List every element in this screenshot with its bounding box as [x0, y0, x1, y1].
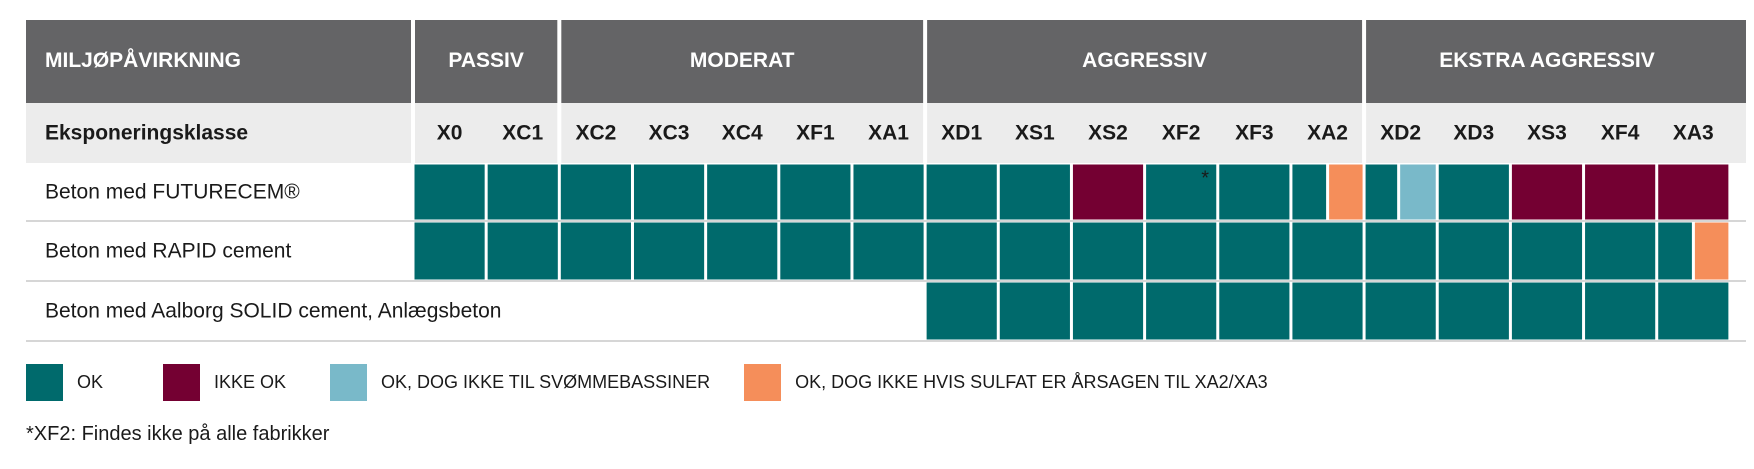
class-tick-label: XA2 — [1307, 122, 1348, 145]
cell-mark — [853, 164, 924, 220]
cell-mark — [999, 222, 1070, 280]
cell-mark — [853, 222, 924, 280]
class-tick-label: X0 — [437, 122, 463, 145]
cell-mark — [1438, 164, 1509, 220]
header-band — [26, 20, 1746, 103]
cell-mark — [560, 164, 631, 220]
legend-swatch-ikke-ok — [163, 364, 201, 401]
row-label: Beton med RAPID cement — [45, 240, 291, 263]
cell-mark — [1072, 282, 1144, 340]
legend-swatch-sulfat — [744, 364, 782, 401]
class-tick-label: XD3 — [1453, 122, 1494, 145]
cell-mark — [633, 222, 705, 280]
header-label: MILJØPÅVIRKNING — [45, 48, 241, 72]
cell-mark — [414, 164, 485, 220]
legend-item-ikke-ok: IKKE OK — [163, 364, 286, 401]
class-tick-label: XC1 — [502, 122, 543, 145]
cell-mark — [1511, 222, 1583, 280]
cell-mark — [1072, 222, 1144, 280]
cell-mark — [926, 282, 997, 340]
class-tick-label: XS1 — [1015, 122, 1055, 145]
cell-mark-note — [1400, 164, 1436, 220]
cell-mark — [633, 164, 705, 220]
cell-mark — [1585, 282, 1656, 340]
cell-mark — [1658, 282, 1729, 340]
cell-mark — [1585, 164, 1656, 220]
legend-label-svommebassin: OK, DOG IKKE TIL SVØMMEBASSINER — [381, 372, 711, 392]
class-tick-label: XC3 — [649, 122, 690, 145]
legend-label-ok: OK — [77, 372, 104, 392]
footnote: *XF2: Findes ikke på alle fabrikker — [26, 423, 330, 445]
cell-mark — [487, 164, 558, 220]
cell-mark — [780, 164, 851, 220]
legend-item-sulfat: OK, DOG IKKE HVIS SULFAT ER ÅRSAGEN TIL … — [744, 364, 1268, 401]
class-tick-label: XF2 — [1162, 122, 1201, 145]
cell-mark — [999, 164, 1070, 220]
cell-mark — [1511, 164, 1583, 220]
cell-mark — [414, 222, 485, 280]
cell-mark — [1146, 222, 1217, 280]
cell-asterisk: * — [1201, 167, 1209, 189]
cell-mark — [1219, 222, 1290, 280]
class-tick-label: XD1 — [941, 122, 982, 145]
cell-mark — [1438, 222, 1509, 280]
cell-mark — [1365, 282, 1436, 340]
cell-mark — [1292, 282, 1363, 340]
cell-mark — [1219, 282, 1290, 340]
class-tick-label: XF1 — [796, 122, 835, 145]
cell-mark — [1292, 164, 1327, 220]
cell-mark — [487, 222, 558, 280]
class-tick-label: XF4 — [1601, 122, 1640, 145]
cell-mark — [1658, 222, 1692, 280]
legend-label-sulfat: OK, DOG IKKE HVIS SULFAT ER ÅRSAGEN TIL … — [795, 372, 1268, 392]
class-tick-label: XF3 — [1235, 122, 1274, 145]
legend: OK IKKE OK OK, DOG IKKE TIL SVØMMEBASSIN… — [26, 364, 1298, 401]
environment-class-table: MILJØPÅVIRKNING PASSIV MODERAT AGGRESSIV EKS… — [26, 20, 1746, 342]
cell-mark — [1292, 222, 1363, 280]
cell-mark — [780, 222, 851, 280]
class-tick-label: XC2 — [575, 122, 616, 145]
class-tick-label: XD2 — [1380, 122, 1421, 145]
class-tick-label: XA3 — [1673, 122, 1714, 145]
row-label: Beton med Aalborg SOLID cement, Anlægsbe… — [45, 300, 501, 323]
cell-mark — [1658, 164, 1729, 220]
cell-mark — [707, 222, 778, 280]
class-tick-label: XC4 — [722, 122, 763, 145]
cell-mark — [999, 282, 1070, 340]
cell-mark — [707, 164, 778, 220]
cell-mark — [1146, 164, 1217, 220]
cell-mark — [560, 222, 631, 280]
group-label: AGGRESSIV — [1082, 49, 1207, 72]
group-label: PASSIV — [448, 49, 523, 72]
cell-mark — [1072, 164, 1144, 220]
class-tick-label: XA1 — [868, 122, 909, 145]
legend-label-ikke-ok: IKKE OK — [214, 372, 287, 392]
cell-mark — [926, 222, 997, 280]
legend-item-ok: OK — [26, 364, 103, 401]
cell-mark-note — [1694, 222, 1729, 280]
cell-mark — [1438, 282, 1509, 340]
cell-mark — [1219, 164, 1290, 220]
cell-mark — [1146, 282, 1217, 340]
subheader-label: Eksponeringsklasse — [45, 122, 248, 145]
row-label: Beton med FUTURECEM® — [45, 181, 300, 204]
cell-mark — [926, 164, 997, 220]
cell-mark — [1585, 222, 1656, 280]
legend-item-svommebassin: OK, DOG IKKE TIL SVØMMEBASSINER — [330, 364, 710, 401]
cell-mark — [1365, 222, 1436, 280]
cell-mark — [1365, 164, 1398, 220]
class-tick-label: XS3 — [1527, 122, 1567, 145]
group-label: MODERAT — [690, 49, 795, 72]
group-label: EKSTRA AGGRESSIV — [1439, 49, 1654, 72]
subheader-band — [26, 103, 1746, 163]
legend-swatch-ok — [26, 364, 63, 401]
legend-swatch-svommebassin — [330, 364, 368, 401]
cell-mark — [1511, 282, 1583, 340]
cell-mark-note — [1329, 164, 1363, 220]
class-tick-label: XS2 — [1088, 122, 1128, 145]
